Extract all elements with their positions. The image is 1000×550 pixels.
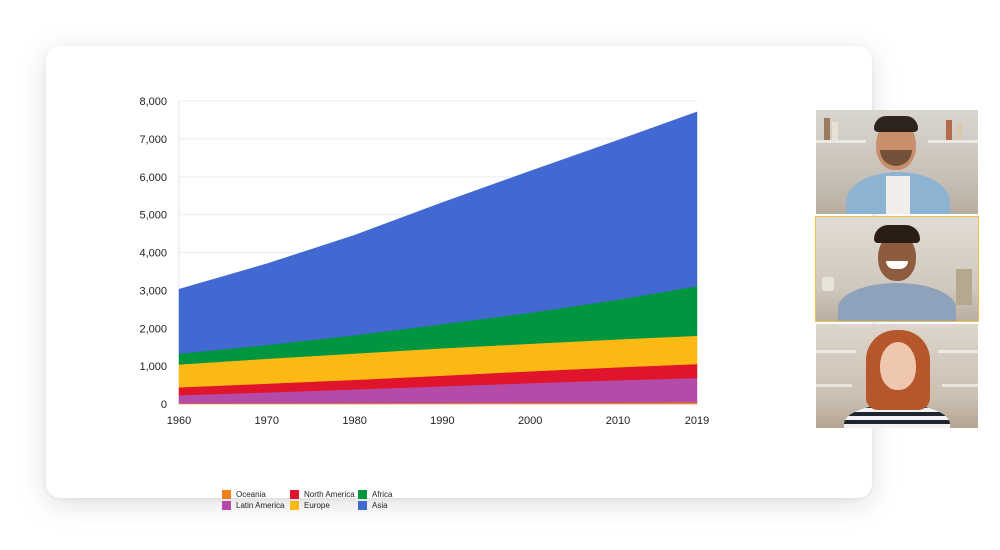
book <box>946 120 952 140</box>
shelf <box>816 350 856 353</box>
book <box>832 122 838 140</box>
area-asia <box>178 111 698 354</box>
y-tick-label: 8,000 <box>139 96 167 108</box>
y-tick-label: 7,000 <box>139 134 167 146</box>
shelf <box>928 140 978 143</box>
hair <box>874 225 920 243</box>
video-tile-participant-2[interactable] <box>815 216 979 322</box>
legend-label: Africa <box>372 490 393 499</box>
legend-label: Oceania <box>236 490 266 499</box>
legend-item: North America <box>290 490 355 499</box>
legend-swatch <box>222 501 231 510</box>
shelf <box>938 350 978 353</box>
x-tick-label: 1970 <box>255 415 279 427</box>
legend-swatch <box>222 490 231 499</box>
shelf <box>816 384 852 387</box>
y-tick-label: 4,000 <box>139 248 167 260</box>
y-tick-label: 1,000 <box>139 361 167 373</box>
x-tick-label: 2010 <box>606 415 630 427</box>
shirt <box>886 176 910 214</box>
x-tick-label: 1960 <box>167 415 191 427</box>
legend-item: Europe <box>290 501 330 510</box>
video-tile-participant-1[interactable] <box>816 110 978 214</box>
chart-card: 0 1,000 2,000 3,000 4,000 5,000 6,000 7,000 8,00… <box>46 46 872 510</box>
legend-swatch <box>358 490 367 499</box>
person-head <box>880 342 916 390</box>
chart-legend: Oceania Latin America North America Europe A… <box>222 490 442 516</box>
plant <box>956 269 972 305</box>
y-tick-label: 5,000 <box>139 210 167 222</box>
legend-label: Europe <box>304 501 330 510</box>
stacked-area-chart: 0 1,000 2,000 3,000 4,000 5,000 6,000 7,000 8,00… <box>139 96 709 427</box>
x-tick-label: 1990 <box>430 415 454 427</box>
legend-swatch <box>290 490 299 499</box>
legend-item: Africa <box>358 490 392 499</box>
beard <box>880 150 912 166</box>
x-tick-label: 2000 <box>518 415 542 427</box>
legend-swatch <box>358 501 367 510</box>
smile <box>886 261 908 269</box>
legend-item: Asia <box>358 501 388 510</box>
y-tick-label: 2,000 <box>139 323 167 335</box>
shelf <box>942 384 978 387</box>
legend-label: Asia <box>372 501 388 510</box>
book <box>956 124 962 140</box>
lamp-icon <box>822 277 834 291</box>
y-tick-label: 6,000 <box>139 172 167 184</box>
y-tick-label: 3,000 <box>139 285 167 297</box>
legend-label: Latin America <box>236 501 285 510</box>
x-tick-label: 2019 <box>685 415 709 427</box>
legend-item: Latin America <box>222 501 284 510</box>
video-tile-participant-3[interactable] <box>816 324 978 428</box>
book <box>824 118 830 140</box>
shelf <box>816 140 866 143</box>
y-tick-label: 0 <box>161 399 167 411</box>
legend-swatch <box>290 501 299 510</box>
x-tick-label: 1980 <box>342 415 366 427</box>
legend-label: North America <box>304 490 355 499</box>
legend-item: Oceania <box>222 490 266 499</box>
hair <box>874 116 918 132</box>
person-body <box>838 283 956 321</box>
